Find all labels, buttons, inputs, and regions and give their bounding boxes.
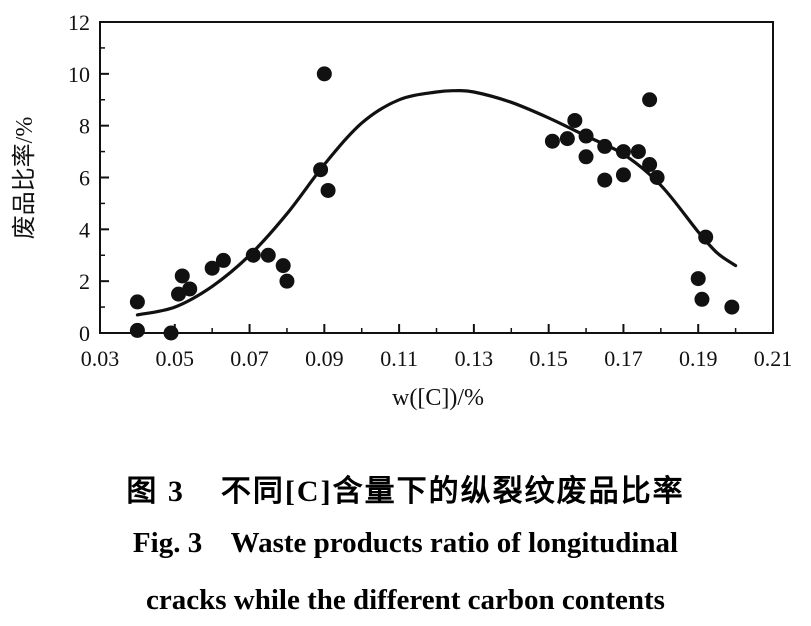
figure-title-chinese: 不同[C]含量下的纵裂纹废品比率 (220, 475, 685, 508)
data-point (694, 291, 710, 307)
plot-border (99, 21, 774, 334)
data-point (642, 92, 658, 108)
data-point (171, 286, 187, 302)
figure-caption-english-line2: cracks while the different carbon conten… (146, 584, 665, 616)
x-tick-label: 0.09 (305, 346, 344, 371)
y-tick-label: 12 (68, 10, 90, 35)
figure-number-chinese: 图 3 (126, 475, 185, 508)
data-point (597, 172, 613, 188)
data-point (649, 170, 665, 185)
x-tick-label: 0.17 (604, 346, 643, 371)
data-point (260, 247, 276, 263)
data-point (245, 247, 261, 263)
data-point (129, 322, 145, 338)
data-point (316, 66, 332, 82)
x-axis: 0.03 0.05 0.07 0.09 0.11 0.13 0.15 0.17 0.19 0.21 (81, 324, 793, 371)
data-point (724, 299, 740, 315)
x-tick-label: 0.15 (529, 346, 568, 371)
axis-titles: w([C])/% 废品比率/% (11, 117, 484, 411)
fit-curve (135, 88, 738, 317)
data-point (578, 149, 594, 165)
data-point (215, 252, 231, 268)
data-point (578, 128, 594, 144)
y-tick-label: 6 (79, 166, 90, 191)
x-tick-label: 0.19 (679, 346, 718, 371)
data-point (615, 144, 631, 160)
y-axis-title: 废品比率/% (11, 117, 38, 240)
data-point (275, 258, 291, 274)
data-point (313, 162, 329, 178)
y-tick-label: 0 (79, 321, 90, 346)
data-point (174, 268, 190, 284)
x-tick-label: 0.07 (230, 346, 269, 371)
data-point (567, 112, 583, 128)
y-tick-label: 10 (68, 62, 90, 87)
y-axis: 0 2 4 6 8 10 12 (68, 10, 109, 346)
figure-caption-english-line1: Fig. 3 Waste products ratio of longitudi… (132, 527, 679, 559)
data-point (182, 281, 198, 297)
data-points-layer (129, 66, 740, 341)
data-point (129, 294, 145, 310)
data-point (642, 157, 658, 173)
plot-frame (99, 21, 774, 334)
x-tick-label: 0.13 (455, 346, 494, 371)
figure-caption-chinese: 图 3 不同[C]含量下的纵裂纹废品比率 (0, 466, 811, 510)
fit-curve-layer (135, 88, 738, 317)
x-tick-label: 0.11 (380, 346, 418, 371)
data-point (320, 182, 336, 198)
y-tick-label: 8 (79, 114, 90, 139)
x-tick-label: 0.05 (156, 346, 195, 371)
data-point (163, 325, 179, 341)
data-point (544, 133, 560, 149)
data-point (597, 138, 613, 154)
data-point (279, 273, 295, 289)
x-axis-title: w([C])/% (392, 385, 484, 411)
data-point (698, 229, 714, 245)
x-tick-label: 0.03 (81, 346, 120, 371)
data-point (615, 167, 631, 183)
data-point (690, 271, 706, 287)
data-point (559, 131, 575, 147)
data-point (630, 144, 646, 160)
scatter-chart: 0.03 0.05 0.07 0.09 0.11 0.13 0.15 0.17 0.19 0.21… (11, 10, 793, 411)
data-point (204, 260, 220, 276)
x-tick-label: 0.21 (754, 346, 793, 371)
y-tick-label: 2 (79, 269, 90, 294)
y-tick-label: 4 (79, 217, 90, 242)
